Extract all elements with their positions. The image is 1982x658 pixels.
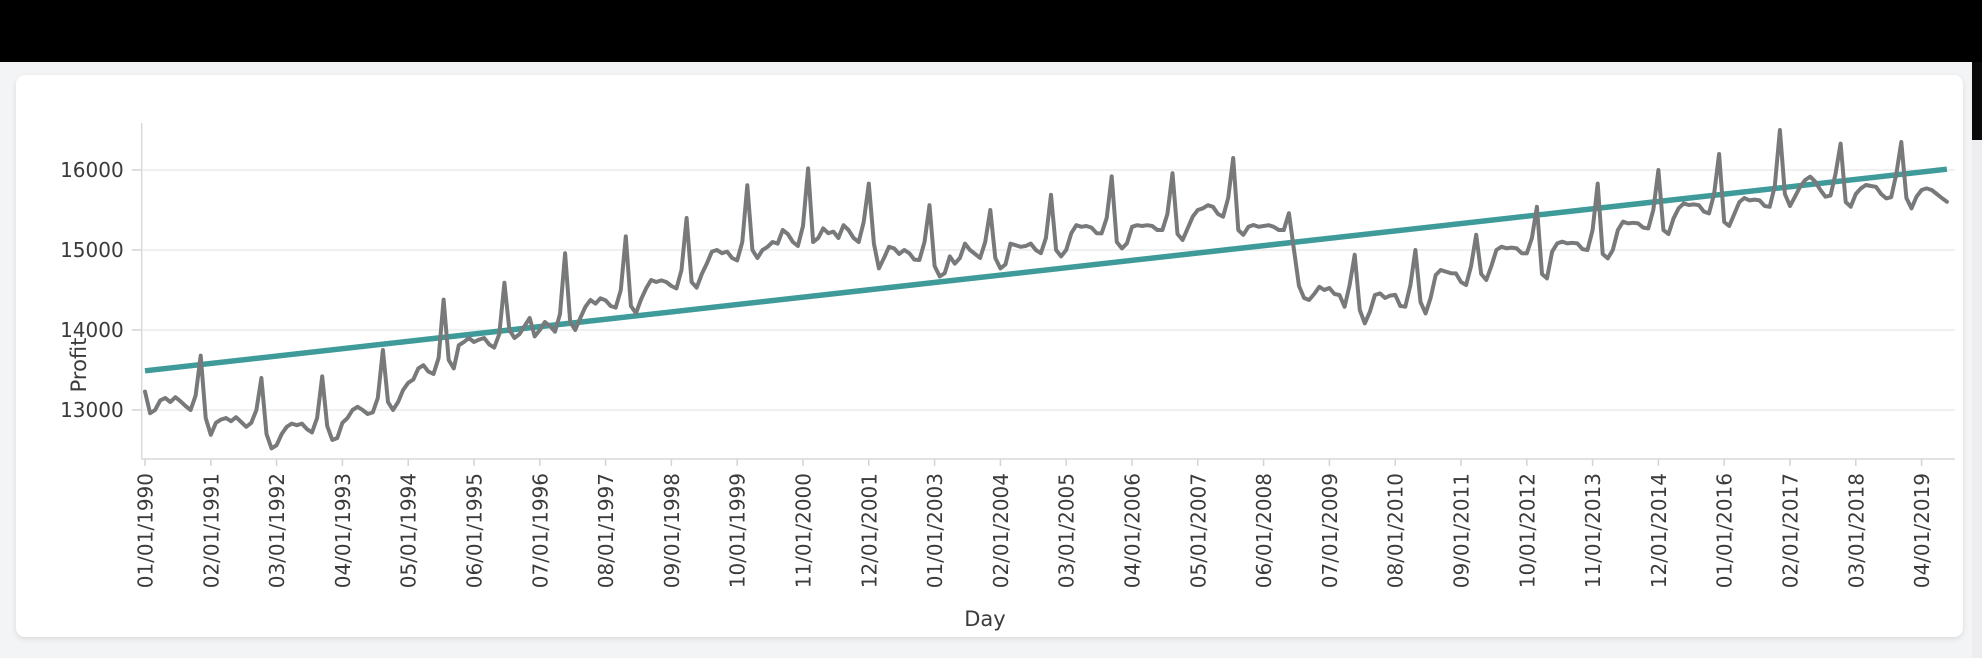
svg-text:04/01/2019: 04/01/2019 [1910, 473, 1934, 588]
svg-text:06/01/2008: 06/01/2008 [1252, 473, 1276, 588]
scrollbar-track[interactable] [1972, 62, 1982, 658]
scrollbar-thumb[interactable] [1972, 62, 1982, 140]
svg-text:11/01/2013: 11/01/2013 [1581, 473, 1605, 588]
axes [131, 123, 1955, 466]
profit-chart-card: 13000 14000 15000 16000 01/01/1990 02/01/199… [16, 75, 1963, 637]
svg-text:15000: 15000 [60, 238, 124, 262]
x-tick-labels: 01/01/1990 02/01/1991 03/01/1992 04/01/1993… [134, 473, 1935, 588]
svg-text:03/01/1992: 03/01/1992 [265, 473, 289, 588]
y-axis-title: Profit [67, 338, 91, 393]
svg-text:07/01/1996: 07/01/1996 [528, 473, 552, 588]
svg-text:12/01/2001: 12/01/2001 [857, 473, 881, 588]
svg-text:08/01/1997: 08/01/1997 [594, 473, 618, 588]
svg-text:16000: 16000 [60, 158, 124, 182]
trend-line-layer [144, 166, 1948, 374]
svg-text:14000: 14000 [60, 318, 124, 342]
top-black-bar [0, 0, 1982, 62]
svg-text:10/01/2012: 10/01/2012 [1515, 473, 1539, 588]
chart-canvas: 13000 14000 15000 16000 01/01/1990 02/01/199… [60, 123, 1955, 631]
svg-text:05/01/2007: 05/01/2007 [1186, 473, 1210, 588]
svg-text:01/01/2016: 01/01/2016 [1713, 473, 1737, 588]
svg-text:08/01/2010: 08/01/2010 [1384, 473, 1408, 588]
svg-text:07/01/2009: 07/01/2009 [1318, 473, 1342, 588]
svg-text:04/01/2006: 04/01/2006 [1120, 473, 1144, 588]
svg-text:12/01/2014: 12/01/2014 [1647, 473, 1671, 588]
svg-text:09/01/1998: 09/01/1998 [660, 473, 684, 588]
svg-text:02/01/2017: 02/01/2017 [1778, 473, 1802, 588]
svg-text:02/01/2004: 02/01/2004 [989, 473, 1013, 588]
svg-text:13000: 13000 [60, 398, 124, 422]
gridlines [141, 169, 1955, 411]
svg-text:03/01/2018: 03/01/2018 [1844, 473, 1868, 588]
svg-text:01/01/2003: 01/01/2003 [923, 473, 947, 588]
svg-text:04/01/1993: 04/01/1993 [331, 473, 355, 588]
svg-text:11/01/2000: 11/01/2000 [791, 473, 815, 588]
svg-text:09/01/2011: 09/01/2011 [1449, 473, 1473, 588]
y-tick-labels: 13000 14000 15000 16000 [60, 158, 124, 422]
x-axis-title: Day [964, 607, 1005, 631]
svg-text:10/01/1999: 10/01/1999 [726, 473, 750, 588]
profit-line-layer [143, 128, 1949, 451]
svg-text:01/01/1990: 01/01/1990 [134, 473, 158, 588]
svg-text:03/01/2005: 03/01/2005 [1055, 473, 1079, 588]
svg-text:02/01/1991: 02/01/1991 [199, 473, 223, 588]
svg-text:06/01/1995: 06/01/1995 [462, 473, 486, 588]
svg-text:05/01/1994: 05/01/1994 [397, 473, 421, 588]
page-background: 13000 14000 15000 16000 01/01/1990 02/01/199… [0, 62, 1972, 658]
